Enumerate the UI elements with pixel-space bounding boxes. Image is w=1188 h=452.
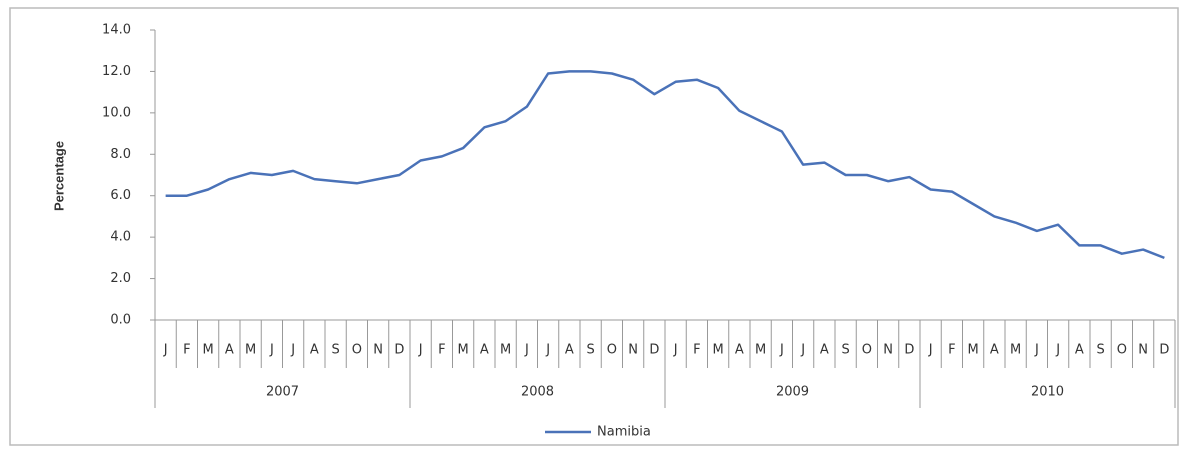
y-tick-label: 0.0 — [110, 313, 131, 328]
x-tick-label: M — [968, 343, 979, 358]
x-tick-label: A — [310, 343, 319, 358]
x-tick-label: S — [586, 343, 594, 358]
x-tick-label: O — [1117, 343, 1127, 358]
x-tick-label: O — [352, 343, 362, 358]
x-tick-label: M — [500, 343, 511, 358]
x-tick-label: F — [183, 343, 190, 358]
x-tick-label: J — [418, 343, 423, 358]
x-tick-label: M — [1010, 343, 1021, 358]
x-tick-label: A — [820, 343, 829, 358]
y-tick-label: 2.0 — [110, 271, 131, 286]
x-tick-label: J — [673, 343, 678, 358]
x-tick-label: S — [1096, 343, 1104, 358]
x-tick-label: J — [524, 343, 529, 358]
x-tick-label: M — [245, 343, 256, 358]
y-tick-label: 8.0 — [110, 147, 131, 162]
x-tick-label: A — [565, 343, 574, 358]
x-tick-label: O — [862, 343, 872, 358]
x-tick-label: N — [373, 343, 383, 358]
x-tick-label: S — [841, 343, 849, 358]
x-tick-label: M — [713, 343, 724, 358]
x-tick-label: J — [1034, 343, 1039, 358]
x-tick-label: J — [290, 343, 295, 358]
x-tick-label: S — [331, 343, 339, 358]
x-tick-label: M — [458, 343, 469, 358]
x-tick-label: A — [990, 343, 999, 358]
x-tick-label: A — [480, 343, 489, 358]
y-tick-label: 14.0 — [102, 23, 131, 38]
x-tick-label: A — [225, 343, 234, 358]
chart-frame — [9, 7, 1179, 446]
x-tick-label: N — [628, 343, 638, 358]
year-label: 2009 — [776, 385, 809, 400]
y-tick-label: 4.0 — [110, 230, 131, 245]
x-tick-label: N — [883, 343, 893, 358]
x-tick-label: J — [163, 343, 168, 358]
x-tick-label: D — [394, 343, 404, 358]
x-tick-label: M — [203, 343, 214, 358]
x-tick-label: J — [545, 343, 550, 358]
x-tick-label: A — [1075, 343, 1084, 358]
year-label: 2007 — [266, 385, 299, 400]
x-tick-label: J — [269, 343, 274, 358]
x-tick-label: O — [607, 343, 617, 358]
x-tick-label: F — [693, 343, 700, 358]
y-tick-label: 10.0 — [102, 105, 131, 120]
year-label: 2008 — [521, 385, 554, 400]
x-tick-label: M — [755, 343, 766, 358]
y-tick-label: 12.0 — [102, 64, 131, 79]
x-tick-label: D — [649, 343, 659, 358]
x-tick-label: D — [904, 343, 914, 358]
x-tick-label: J — [779, 343, 784, 358]
x-tick-label: F — [948, 343, 955, 358]
x-tick-label: D — [1159, 343, 1169, 358]
x-tick-label: N — [1138, 343, 1148, 358]
legend-label: Namibia — [597, 425, 651, 440]
x-tick-label: A — [735, 343, 744, 358]
y-axis-label: Percentage — [51, 141, 66, 211]
x-tick-label: J — [928, 343, 933, 358]
x-tick-label: J — [1055, 343, 1060, 358]
x-tick-label: F — [438, 343, 445, 358]
x-tick-label: J — [800, 343, 805, 358]
y-tick-label: 6.0 — [110, 188, 131, 203]
year-label: 2010 — [1031, 385, 1064, 400]
data-line — [165, 70, 1165, 260]
